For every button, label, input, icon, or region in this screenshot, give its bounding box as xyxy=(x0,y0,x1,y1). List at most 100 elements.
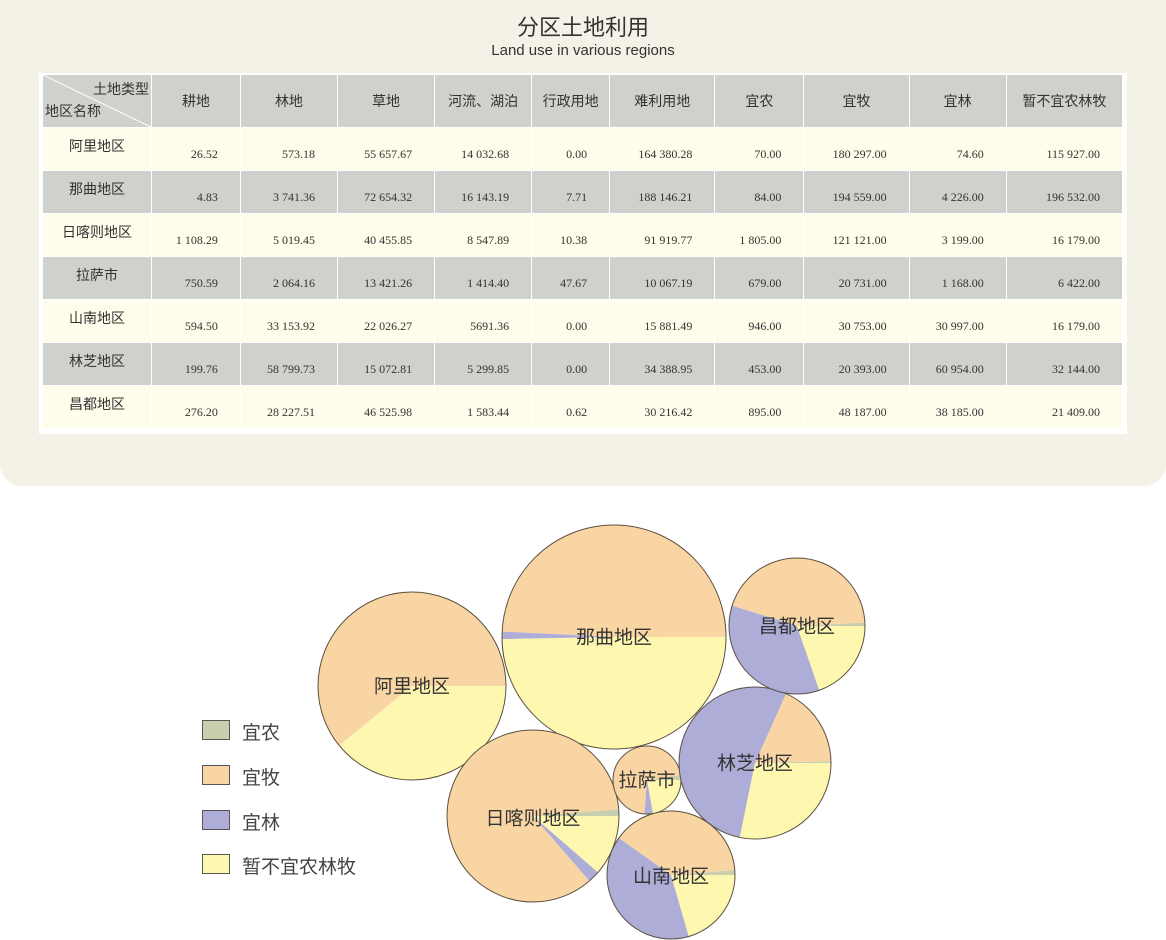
table-cell: 895.00 xyxy=(714,385,805,428)
pie-slice xyxy=(317,592,506,746)
table-cell: 0.00 xyxy=(531,127,611,171)
table-cell: 1 805.00 xyxy=(714,213,805,257)
table-cell: 47.67 xyxy=(531,256,611,300)
pie-slice xyxy=(647,775,681,780)
table-cell: 34 388.95 xyxy=(609,342,716,386)
table-row: 那曲地区 4.83 3 741.36 72 654.32 16 143.19 7.71 18… xyxy=(43,170,1124,214)
table-cell: 4.83 xyxy=(151,170,241,214)
table-cell: 750.59 xyxy=(151,256,241,300)
table-header-row: 土地类型 地区名称 耕地 林地 草地 河流、湖泊 行政用地 难利用地 宜农 宜牧… xyxy=(43,75,1124,128)
table-cell: 6 422.00 xyxy=(1006,256,1124,300)
table-cell: 30 216.42 xyxy=(609,385,716,428)
table-cell: 14 032.68 xyxy=(434,127,533,171)
legend-label: 宜牧 xyxy=(242,767,281,789)
pie-outline xyxy=(317,591,507,781)
pie-2: 那曲地区 xyxy=(501,524,727,750)
row-region-name: 昌都地区 xyxy=(43,385,152,428)
table-cell: 74.60 xyxy=(909,127,1007,171)
table-cell: 15 881.49 xyxy=(609,299,716,343)
table-cell: 26.52 xyxy=(151,127,241,171)
pie-slice xyxy=(502,631,614,640)
table-cell: 3 741.36 xyxy=(240,170,338,214)
table-cell: 453.00 xyxy=(714,342,805,386)
row-region-name: 拉萨市 xyxy=(43,256,152,300)
corner-region-label: 地区名称 xyxy=(45,104,101,120)
pie-slice xyxy=(755,693,831,763)
table-cell: 115 927.00 xyxy=(1006,127,1124,171)
pie-1: 阿里地区 xyxy=(317,591,507,781)
pie-slice xyxy=(732,557,865,626)
pie-outline xyxy=(606,810,736,940)
table-cell: 30 997.00 xyxy=(909,299,1007,343)
row-region-name: 林芝地区 xyxy=(43,342,152,386)
pie-slice xyxy=(671,875,735,937)
table-cell: 10.38 xyxy=(531,213,611,257)
row-region-name: 那曲地区 xyxy=(43,170,152,214)
table-cell: 679.00 xyxy=(714,256,805,300)
column-header: 难利用地 xyxy=(609,75,716,128)
row-region-name: 阿里地区 xyxy=(43,127,152,171)
pie-slice xyxy=(729,605,820,694)
table-cell: 46 525.98 xyxy=(337,385,436,428)
pie-region-label: 拉萨市 xyxy=(618,770,675,792)
table-cell: 20 731.00 xyxy=(803,256,910,300)
table-row: 林芝地区 199.76 58 799.73 15 072.81 5 299.85 0.00… xyxy=(43,342,1124,386)
corner-diagonal xyxy=(43,75,151,127)
table-cell: 13 421.26 xyxy=(337,256,436,300)
pie-slice xyxy=(447,730,619,902)
pie-region-label: 昌都地区 xyxy=(759,616,835,638)
row-region-name: 山南地区 xyxy=(43,299,152,343)
pie-slice xyxy=(644,780,654,814)
table-cell: 48 187.00 xyxy=(803,385,910,428)
table-cell: 2 064.16 xyxy=(240,256,338,300)
land-use-table-container: 土地类型 地区名称 耕地 林地 草地 河流、湖泊 行政用地 难利用地 宜农 宜牧… xyxy=(39,73,1127,434)
table-cell: 573.18 xyxy=(240,127,338,171)
pie-slice xyxy=(797,626,865,691)
pie-slice xyxy=(339,686,506,780)
table-cell: 16 179.00 xyxy=(1006,213,1124,257)
pie-outline xyxy=(501,524,727,750)
column-header: 宜农 xyxy=(714,75,805,128)
pie-3: 日喀则地区 xyxy=(446,729,620,903)
table-cell: 188 146.21 xyxy=(609,170,716,214)
table-cell: 121 121.00 xyxy=(803,213,910,257)
legend-item-yinong: 宜农 xyxy=(202,716,402,746)
legend-label: 宜林 xyxy=(242,812,281,834)
table-cell: 276.20 xyxy=(151,385,241,428)
pie-slice xyxy=(679,687,787,838)
column-header: 行政用地 xyxy=(531,75,611,128)
table-cell: 196 532.00 xyxy=(1006,170,1124,214)
legend-item-yilin: 宜林 xyxy=(202,806,402,836)
table-cell: 21 409.00 xyxy=(1006,385,1124,428)
column-header: 草地 xyxy=(337,75,436,128)
table-corner-cell: 土地类型 地区名称 xyxy=(43,75,152,128)
table-row: 阿里地区 26.52 573.18 55 657.67 14 032.68 0.00 164… xyxy=(43,127,1124,171)
table-cell: 1 583.44 xyxy=(434,385,533,428)
land-use-table: 土地类型 地区名称 耕地 林地 草地 河流、湖泊 行政用地 难利用地 宜农 宜牧… xyxy=(43,75,1124,428)
table-cell: 5 019.45 xyxy=(240,213,338,257)
table-cell: 5 299.85 xyxy=(434,342,533,386)
table-cell: 4 226.00 xyxy=(909,170,1007,214)
pie-slice xyxy=(613,745,681,814)
legend-label: 宜农 xyxy=(242,722,281,744)
table-row: 昌都地区 276.20 28 227.51 46 525.98 1 583.44 0.62… xyxy=(43,385,1124,428)
column-header: 耕地 xyxy=(151,75,241,128)
table-cell: 16 179.00 xyxy=(1006,299,1124,343)
table-cell: 10 067.19 xyxy=(609,256,716,300)
table-cell: 194 559.00 xyxy=(803,170,910,214)
pie-slice xyxy=(502,525,726,637)
table-cell: 1 108.29 xyxy=(151,213,241,257)
table-row: 拉萨市 750.59 2 064.16 13 421.26 1 414.40 47.67 1… xyxy=(43,256,1124,300)
chart-subtitle: Land use in various regions xyxy=(491,42,675,59)
table-cell: 946.00 xyxy=(714,299,805,343)
table-cell: 84.00 xyxy=(714,170,805,214)
column-header: 河流、湖泊 xyxy=(434,75,533,128)
table-cell: 164 380.28 xyxy=(609,127,716,171)
pie-7: 昌都地区 xyxy=(728,557,866,695)
pie-region-label: 山南地区 xyxy=(633,866,709,888)
header-panel: 分区土地利用 Land use in various regions 土地类型 … xyxy=(0,0,1166,486)
legend-swatch xyxy=(202,765,230,785)
pie-slice xyxy=(671,870,735,875)
pie-region-label: 阿里地区 xyxy=(374,676,450,698)
